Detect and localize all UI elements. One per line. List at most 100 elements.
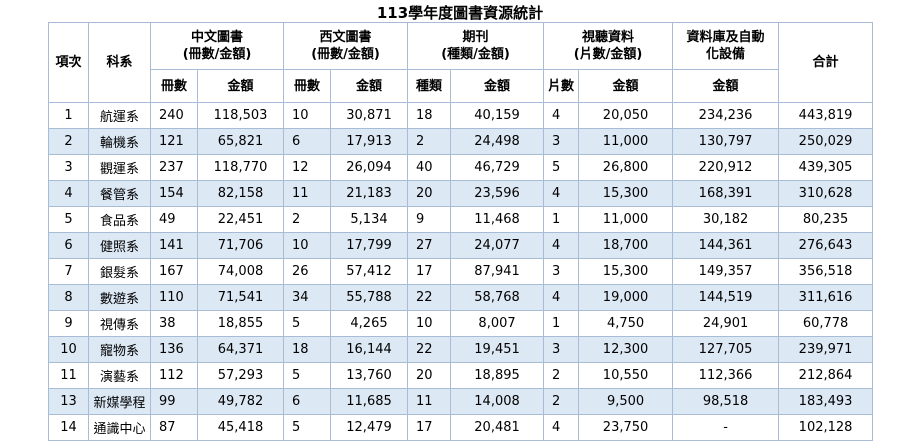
table-cell: 15,300	[578, 180, 674, 207]
table-cell: 65,821	[196, 128, 285, 155]
column-header: 金額	[450, 69, 545, 103]
table-cell: 64,371	[196, 336, 285, 363]
table-cell: 6	[283, 388, 332, 415]
table-cell: 57,412	[330, 258, 409, 285]
header-line: 視聽資料	[582, 30, 635, 45]
table-cell: 10	[283, 232, 332, 259]
table-cell: 99	[150, 388, 198, 415]
table-cell: 38	[150, 310, 198, 337]
table-cell: 30,182	[672, 206, 780, 233]
header-line: 科系	[106, 55, 133, 70]
table-cell: 141	[150, 232, 198, 259]
table-title: 113學年度圖書資源統計	[376, 4, 544, 22]
column-header: 金額	[196, 69, 285, 103]
table-cell: 439,305	[778, 154, 874, 181]
table-cell: 2	[543, 388, 580, 415]
table-cell: 87	[150, 414, 198, 441]
table-cell: 40,159	[450, 102, 545, 129]
table-cell: 11,000	[578, 128, 674, 155]
table-cell: 12,300	[578, 336, 674, 363]
table-cell: 20,481	[450, 414, 545, 441]
table-cell: 27	[407, 232, 452, 259]
table-cell: 276,643	[778, 232, 874, 259]
table-cell: 17,913	[330, 128, 409, 155]
table-row: 8 數遊系 110 71,541 34 55,788 22 58,768 4 19,000 144,…	[48, 284, 874, 311]
table-cell: 22	[407, 284, 452, 311]
table-cell: 視傳系	[88, 310, 151, 337]
table-cell: 234,236	[672, 102, 780, 129]
table-cell: 8	[48, 284, 89, 311]
table-cell: 356,518	[778, 258, 874, 285]
table-cell: 3	[543, 336, 580, 363]
header-line: (冊數/金額)	[311, 47, 380, 62]
table-cell: 觀運系	[88, 154, 151, 181]
table-cell: 102,128	[778, 414, 874, 441]
table-cell: 22,451	[196, 206, 285, 233]
table-cell: 4	[543, 284, 580, 311]
table-cell: 17	[407, 258, 452, 285]
table-cell: 5	[283, 362, 332, 389]
table-row: 6 健照系 141 71,706 10 17,799 27 24,077 4 18,700 144,…	[48, 232, 874, 259]
table-cell: 237	[150, 154, 198, 181]
table-cell: 13,760	[330, 362, 409, 389]
table-cell: 輪機系	[88, 128, 151, 155]
table-cell: -	[672, 414, 780, 441]
column-header: 冊數	[283, 69, 332, 103]
table-body: 1 航運系 240 118,503 10 30,871 18 40,159 4 20,050 234…	[48, 102, 874, 441]
table-cell: 10	[407, 310, 452, 337]
column-header: 冊數	[150, 69, 198, 103]
table-cell: 74,008	[196, 258, 285, 285]
table-cell: 80,235	[778, 206, 874, 233]
table-cell: 健照系	[88, 232, 151, 259]
table-cell: 4	[543, 102, 580, 129]
table-cell: 154	[150, 180, 198, 207]
table-cell: 1	[543, 310, 580, 337]
table-cell: 11,468	[450, 206, 545, 233]
table-cell: 121	[150, 128, 198, 155]
table-cell: 11	[283, 180, 332, 207]
table-cell: 87,941	[450, 258, 545, 285]
column-header: 片數	[543, 69, 580, 103]
table-cell: 212,864	[778, 362, 874, 389]
table-cell: 1	[543, 206, 580, 233]
table-cell: 46,729	[450, 154, 545, 181]
table-cell: 10,550	[578, 362, 674, 389]
column-group-header: 視聽資料 (片數/金額)	[543, 22, 674, 70]
table-cell: 5	[283, 310, 332, 337]
table-cell: 11	[407, 388, 452, 415]
table-cell: 9	[48, 310, 89, 337]
column-group-header: 西文圖書 (冊數/金額)	[283, 22, 409, 70]
table-cell: 49,782	[196, 388, 285, 415]
table-cell: 71,706	[196, 232, 285, 259]
column-group-header: 期刊 (種類/金額)	[407, 22, 545, 70]
table-cell: 18,700	[578, 232, 674, 259]
table-cell: 演藝系	[88, 362, 151, 389]
table-cell: 4,750	[578, 310, 674, 337]
table-cell: 寵物系	[88, 336, 151, 363]
table-cell: 5	[543, 154, 580, 181]
table-cell: 4,265	[330, 310, 409, 337]
table-cell: 250,029	[778, 128, 874, 155]
table-cell: 食品系	[88, 206, 151, 233]
table-cell: 2	[283, 206, 332, 233]
table-cell: 銀髮系	[88, 258, 151, 285]
table-cell: 12,479	[330, 414, 409, 441]
table-cell: 4	[543, 414, 580, 441]
table-cell: 57,293	[196, 362, 285, 389]
header-line: 資料庫及自動	[686, 30, 765, 45]
table-cell: 49	[150, 206, 198, 233]
table-cell: 13	[48, 388, 89, 415]
table-cell: 17	[407, 414, 452, 441]
table-cell: 20,050	[578, 102, 674, 129]
table-cell: 167	[150, 258, 198, 285]
table-cell: 14,008	[450, 388, 545, 415]
table-cell: 數遊系	[88, 284, 151, 311]
table-cell: 3	[543, 128, 580, 155]
table-cell: 26,094	[330, 154, 409, 181]
column-header: 金額	[330, 69, 409, 103]
subheader-row: 冊數 金額 冊數 金額 種類 金額 片數 金額 金額	[49, 69, 873, 103]
table-row: 13 新媒學程 99 49,782 6 11,685 11 14,008 2 9,500 98,51…	[48, 388, 874, 415]
table-cell: 24,498	[450, 128, 545, 155]
table-row: 2 輪機系 121 65,821 6 17,913 2 24,498 3 11,000 130,79…	[48, 128, 874, 155]
